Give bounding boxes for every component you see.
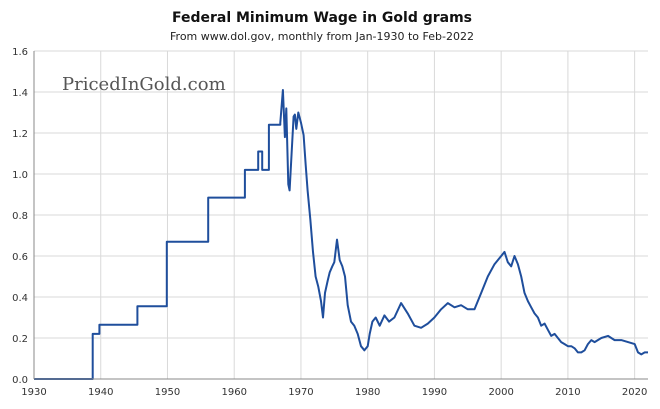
y-tick-label: 1.4	[12, 88, 28, 99]
y-tick-label: 1.6	[12, 47, 28, 58]
y-tick-label: 0.6	[12, 252, 28, 263]
x-tick-label: 1990	[422, 387, 447, 398]
series-line-minimum-wage	[34, 89, 648, 380]
x-tick-label: 2000	[488, 387, 513, 398]
chart-subtitle: From www.dol.gov, monthly from Jan-1930 …	[170, 30, 474, 43]
x-axis-ticks: 1930 1940 1950 1960 1970 1980 1990 2000 2010 2020	[21, 387, 647, 398]
y-tick-label: 1.2	[12, 129, 28, 140]
x-tick-label: 1980	[355, 387, 380, 398]
y-axis-ticks: 0.0 0.2 0.4 0.6 0.8 1.0 1.2 1.4 1.6	[12, 47, 28, 386]
x-tick-label: 1960	[221, 387, 246, 398]
x-tick-label: 1940	[88, 387, 113, 398]
chart-title: Federal Minimum Wage in Gold grams	[172, 10, 472, 26]
y-tick-label: 0.0	[12, 375, 28, 386]
x-tick-label: 2010	[555, 387, 580, 398]
y-tick-label: 0.2	[12, 334, 28, 345]
x-tick-label: 1950	[155, 387, 180, 398]
x-tick-label: 1930	[21, 387, 46, 398]
x-tick-label: 1970	[288, 387, 313, 398]
y-tick-label: 1.0	[12, 170, 28, 181]
x-tick-label: 2020	[622, 387, 647, 398]
watermark-logo: PricedInGold.com	[62, 74, 226, 95]
y-tick-label: 0.4	[12, 293, 28, 304]
y-tick-label: 0.8	[12, 211, 28, 222]
grid-lines	[33, 50, 648, 380]
